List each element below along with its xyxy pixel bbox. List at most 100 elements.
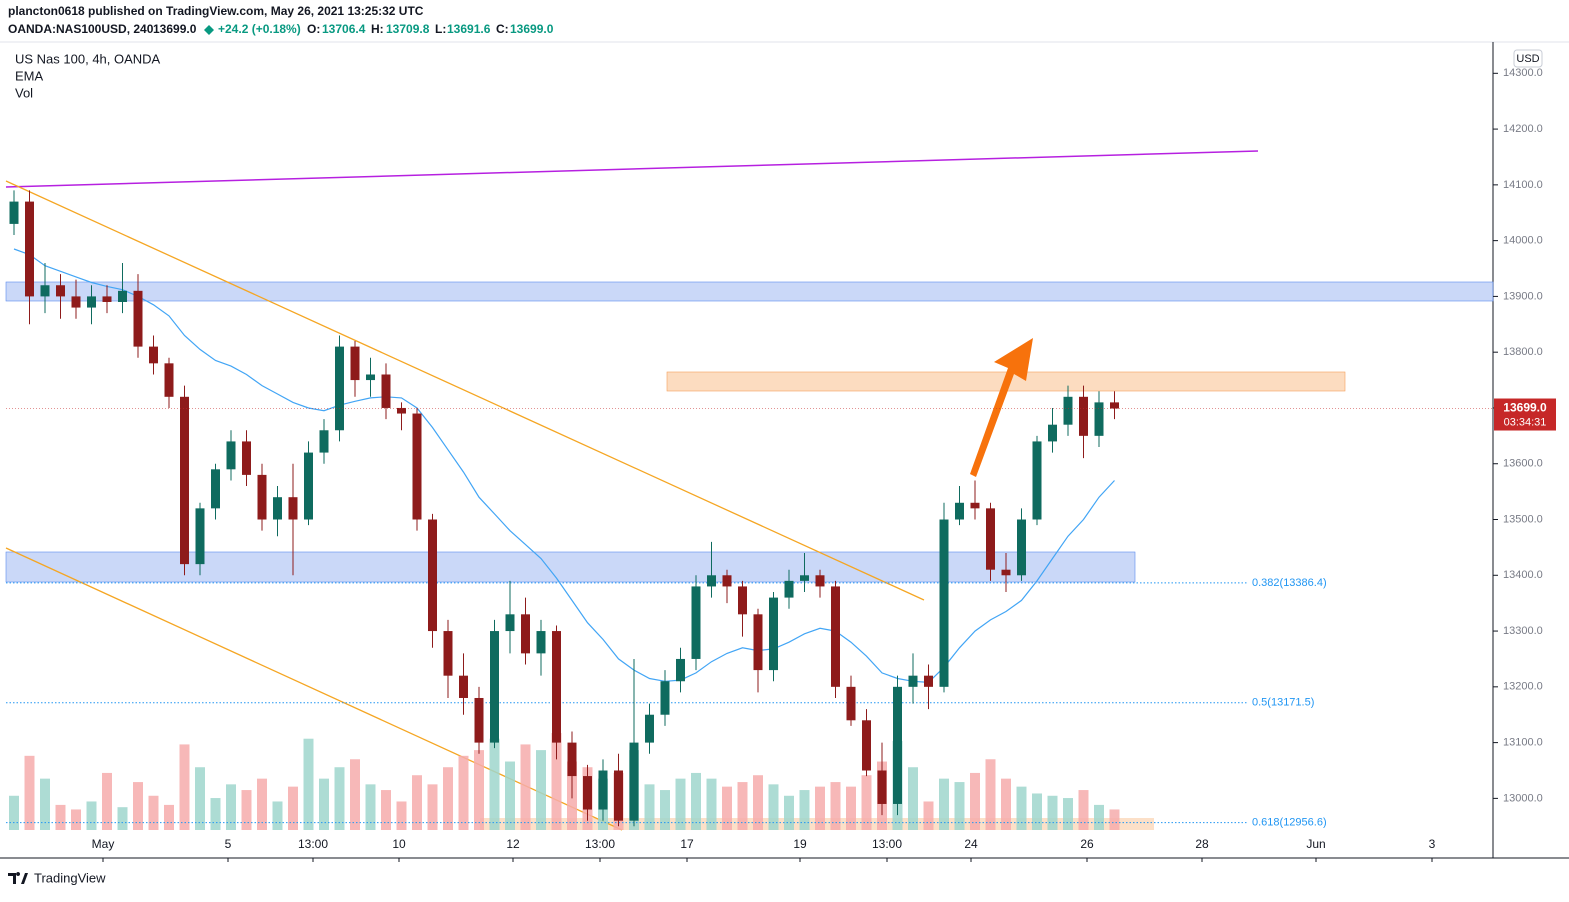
volume-bar <box>365 784 376 830</box>
volume-bar <box>102 772 112 830</box>
fib-label: 0.618(12956.6) <box>1252 816 1327 828</box>
candle-body <box>87 296 96 308</box>
volume-bar <box>40 778 50 830</box>
candle-body <box>412 413 422 520</box>
x-tick-label: 26 <box>1080 837 1094 851</box>
y-tick-label: 14000.0 <box>1503 235 1543 247</box>
volume-bar <box>706 778 717 830</box>
candle-body <box>350 346 360 381</box>
candle-body <box>180 396 189 565</box>
legend-ema: EMA <box>15 68 44 83</box>
candle-body <box>676 658 685 682</box>
candle-body <box>645 714 654 743</box>
candle-body <box>211 469 220 509</box>
volume-bar <box>753 775 763 830</box>
purple-trendline <box>5 150 1259 188</box>
plot-layer: 13000.0 13100.0 13200.0 13300.0 13400.0 13500… <box>6 67 1556 862</box>
y-tick-label: 13300.0 <box>1503 625 1543 637</box>
candle-body <box>536 631 546 654</box>
candle-body <box>1017 519 1026 576</box>
candle-body <box>846 686 856 721</box>
x-tick-label: 13:00 <box>872 837 902 851</box>
volume-bar <box>86 801 97 830</box>
o-value: 13706.4 <box>322 22 366 36</box>
x-tick-label: May <box>92 837 115 851</box>
candle-body <box>800 575 809 581</box>
candle-body <box>583 776 592 810</box>
y-tick-label: 13600.0 <box>1503 458 1543 470</box>
volume-bar <box>210 798 221 830</box>
y-tick-label: 13000.0 <box>1503 792 1543 804</box>
legend-vol: Vol <box>15 85 33 100</box>
candle-body <box>939 519 949 687</box>
arrow <box>970 338 1033 477</box>
volume-bar <box>427 784 438 830</box>
candle-body <box>614 770 623 821</box>
candle-body <box>1079 396 1088 436</box>
candle-body <box>924 675 933 687</box>
candle-body <box>986 508 995 570</box>
volume-bar <box>71 809 81 830</box>
volume-bar <box>412 775 422 830</box>
change: +24.2 (+0.18%) <box>218 22 301 36</box>
x-tick-label: Jun <box>1306 837 1325 851</box>
candle-body <box>149 346 158 364</box>
volume-bar <box>117 807 128 830</box>
footer: TradingView <box>8 870 106 885</box>
l-label: L: <box>435 22 446 36</box>
c-value: 13699.0 <box>510 22 554 36</box>
candle-body <box>877 770 887 804</box>
volume-bar <box>815 786 825 830</box>
candle-body <box>443 631 453 676</box>
volume-bar <box>846 786 856 830</box>
candle-body <box>722 575 732 587</box>
volume-bar <box>1032 793 1042 830</box>
x-tick-label: 13:00 <box>298 837 328 851</box>
candle-body <box>428 519 437 632</box>
l-value: 13691.6 <box>447 22 491 36</box>
volume-bar <box>691 772 701 830</box>
candle-body <box>769 597 778 671</box>
volume-bar <box>148 795 159 830</box>
volume-bar <box>660 790 670 830</box>
volume-bar <box>1016 786 1027 830</box>
volume-bar <box>505 761 515 830</box>
y-tick-label: 13900.0 <box>1503 290 1543 302</box>
y-tick-label: 14200.0 <box>1503 123 1543 135</box>
y-tick-label: 13500.0 <box>1503 513 1543 525</box>
y-tick-label: 14300.0 <box>1503 67 1543 79</box>
candle-body <box>753 614 763 671</box>
volume-bar <box>970 772 980 830</box>
lower-trendline <box>5 547 623 831</box>
x-tick-label: 5 <box>225 837 232 851</box>
volume-bar <box>303 738 314 830</box>
candle-body <box>195 508 205 565</box>
volume-bar <box>241 790 252 830</box>
volume-bar <box>784 795 794 830</box>
candle-body <box>102 296 112 302</box>
volume-bar <box>350 759 360 830</box>
candle-body <box>288 497 298 520</box>
candle-body <box>815 575 825 587</box>
candle-body <box>955 502 964 520</box>
volume-bar <box>257 778 267 830</box>
volume-bar <box>985 759 996 830</box>
x-tick-label: 17 <box>680 837 694 851</box>
volume-bar <box>799 790 810 830</box>
currency-box <box>1513 49 1543 68</box>
candle-body <box>1048 424 1057 442</box>
price-label-box <box>1494 398 1556 431</box>
x-tick-label: 28 <box>1195 837 1209 851</box>
volume-bar <box>288 786 298 830</box>
volume-bar <box>1109 809 1120 830</box>
volume-bar <box>1001 778 1011 830</box>
volume-bar <box>396 801 407 830</box>
candle-body <box>521 614 530 654</box>
volume-bar <box>24 755 35 830</box>
volume-bar <box>830 782 841 830</box>
volume-bar <box>923 801 934 830</box>
candle-body <box>691 586 701 659</box>
y-tick-label: 13400.0 <box>1503 569 1543 581</box>
candle-body <box>908 675 918 687</box>
